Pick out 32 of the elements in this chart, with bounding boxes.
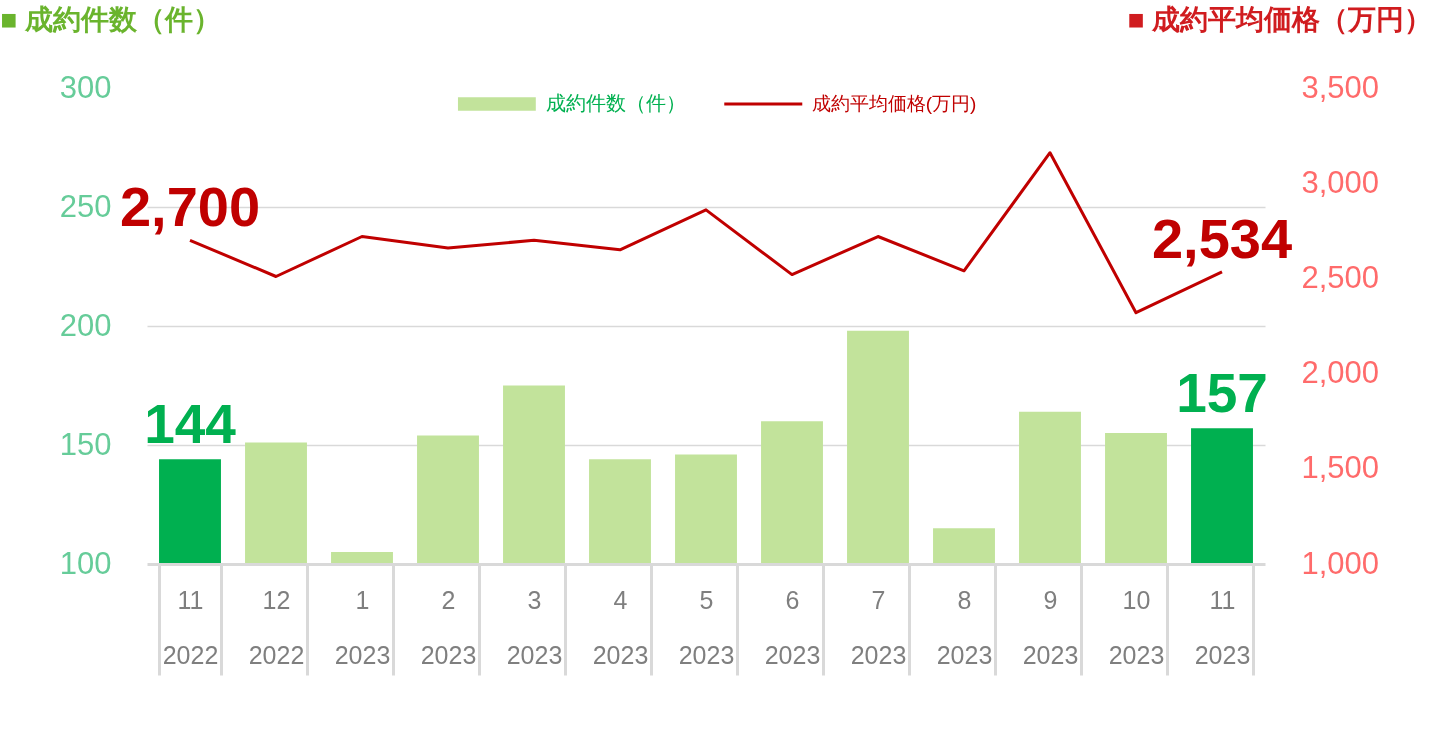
y-tick-label: 150 (59, 426, 112, 462)
y2-tick-label: 2,000 (1301, 355, 1380, 391)
x-tick-label: 12 2022 (248, 585, 305, 669)
x-tick-label: 1 2023 (334, 585, 391, 669)
y-tick-label: 200 (59, 307, 112, 343)
y2-tick-label: 1,000 (1301, 545, 1380, 581)
data-label: 144 (144, 393, 237, 456)
y2-tick-label: 2,500 (1301, 259, 1380, 295)
x-tick-label: 10 2023 (1108, 585, 1165, 669)
x-tick-label: 2 2023 (420, 585, 477, 669)
x-tick-label: 5 2023 (678, 585, 735, 669)
y-axis-title: ■ 成約件数（件） (0, 3, 222, 35)
legend-label: 成約件数（件） (545, 92, 686, 114)
x-tick-label: 11 2023 (1194, 585, 1251, 669)
x-tick-label: 3 2023 (506, 585, 563, 669)
y2-tick-label: 3,500 (1301, 69, 1380, 105)
x-tick-label: 4 2023 (592, 585, 649, 669)
data-label: 2,700 (119, 175, 261, 239)
y-tick-label: 100 (59, 545, 112, 581)
y2-axis-title: ■ 成約平均価格（万円） (1127, 3, 1433, 35)
data-label: 157 (1176, 362, 1268, 425)
y-tick-label: 300 (59, 69, 112, 105)
x-tick-label: 7 2023 (850, 585, 907, 669)
x-tick-label: 11 2022 (162, 585, 219, 669)
x-tick-label: 9 2023 (1022, 585, 1079, 669)
y2-tick-label: 1,500 (1301, 450, 1380, 486)
y2-tick-label: 3,000 (1301, 164, 1380, 200)
x-tick-label: 8 2023 (936, 585, 993, 669)
x-tick-label: 6 2023 (764, 585, 821, 669)
y-tick-label: 250 (59, 188, 112, 224)
legend-label: 成約平均価格(万円) (811, 93, 977, 114)
data-label: 2,534 (1151, 206, 1293, 270)
